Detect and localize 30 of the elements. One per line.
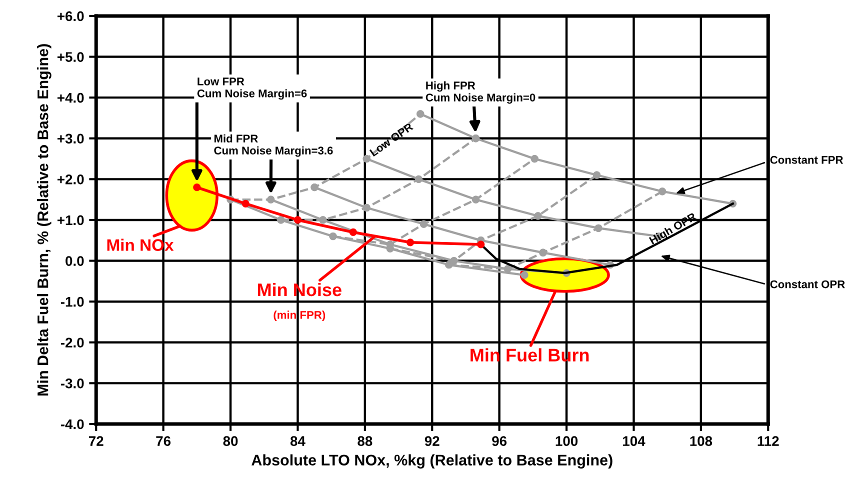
x-tick-label: 88 <box>358 436 372 446</box>
annotation: High FPR Cum Noise Margin=0 <box>426 81 536 104</box>
x-tick-label: 76 <box>156 436 171 446</box>
y-tick-label: +4.0 <box>57 92 84 103</box>
y-tick-label: +6.0 <box>57 11 84 22</box>
x-tick-label: 84 <box>290 436 306 446</box>
y-tick-label: +5.0 <box>57 52 84 62</box>
x-tick-label: 80 <box>223 436 238 446</box>
x-tick-label: 92 <box>424 436 440 446</box>
x-tick-label: 72 <box>89 436 104 446</box>
x-tick-label: 104 <box>623 436 646 446</box>
text: Constant OPR <box>770 280 845 288</box>
annotation: Mid FPR Cum Noise Margin=3.6 <box>214 134 333 157</box>
y-tick-label: -2.0 <box>60 338 84 348</box>
annotation: Low FPR Cum Noise Margin=6 <box>197 78 307 100</box>
x-tick-label: 96 <box>492 436 507 446</box>
annotation: Constant FPR <box>770 156 844 164</box>
y-axis-title: Min Delta Fuel Burn, % (Relative to Base Engine) <box>37 44 52 396</box>
y-tick-label: +3.0 <box>57 134 84 144</box>
y-tick-label: -4.0 <box>60 419 84 430</box>
x-tick-label: 108 <box>690 436 712 446</box>
y-tick-label: 0.0 <box>66 256 84 266</box>
x-tick-label: 100 <box>556 436 578 446</box>
y-tick-label: +1.0 <box>57 215 84 226</box>
y-tick-label: -1.0 <box>60 296 84 307</box>
y-tick-label: -3.0 <box>60 378 84 388</box>
x-axis-title: Absolute LTO NOx, %kg (Relative to Base Engine) <box>252 454 612 469</box>
annotation: (min FPR) <box>274 310 326 322</box>
x-tick-label: 112 <box>758 436 779 446</box>
y-tick-label: +2.0 <box>57 174 84 184</box>
